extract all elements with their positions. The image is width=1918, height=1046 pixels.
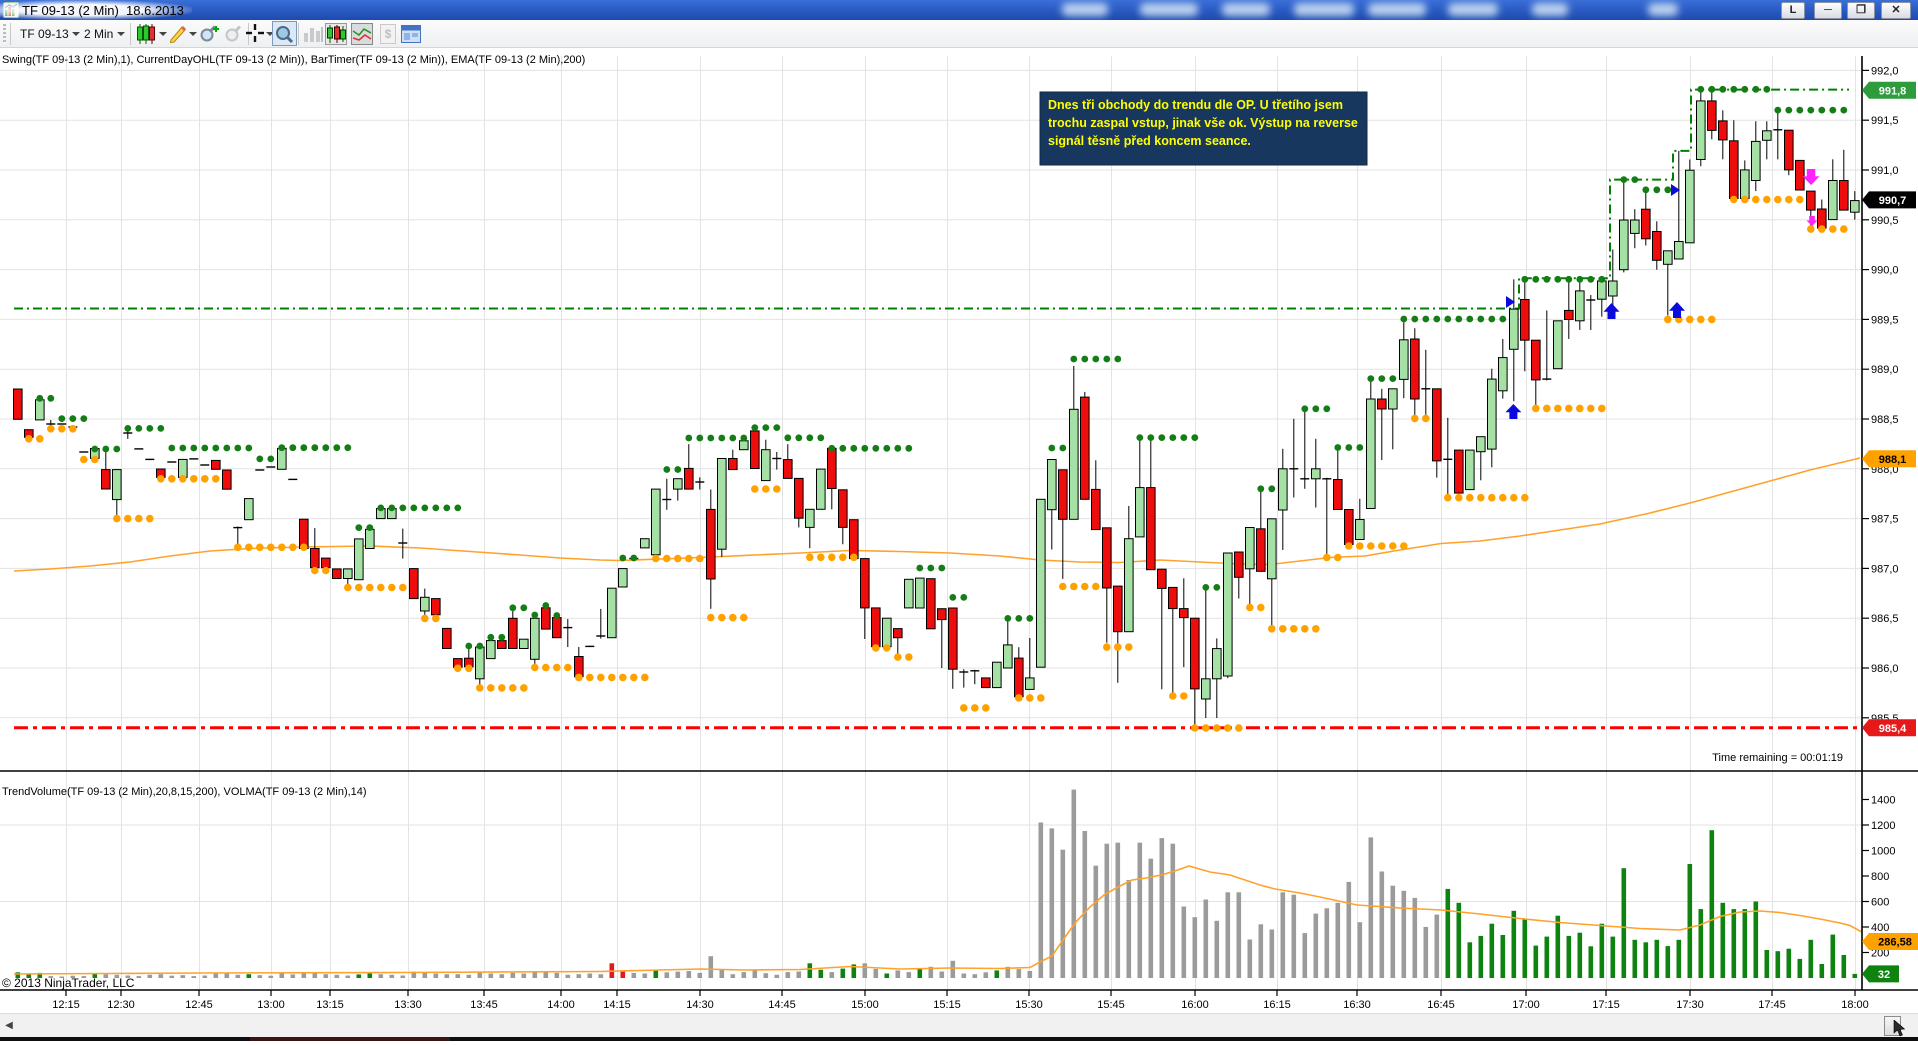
svg-text:15:15: 15:15	[933, 999, 961, 1011]
svg-text:© 2013 NinjaTrader, LLC: © 2013 NinjaTrader, LLC	[2, 976, 135, 990]
svg-text:13:00: 13:00	[257, 999, 285, 1011]
svg-text:17:00: 17:00	[1512, 999, 1540, 1011]
svg-text:TrendVolume(TF 09-13 (2 Min),2: TrendVolume(TF 09-13 (2 Min),20,8,15,200…	[2, 786, 367, 798]
svg-text:13:30: 13:30	[394, 999, 422, 1011]
svg-text:990,5: 990,5	[1871, 215, 1899, 227]
svg-text:990,0: 990,0	[1871, 265, 1899, 277]
svg-text:1000: 1000	[1871, 846, 1895, 858]
svg-text:Swing(TF 09-13 (2 Min),1), Cur: Swing(TF 09-13 (2 Min),1), CurrentDayOHL…	[2, 54, 585, 66]
svg-text:16:45: 16:45	[1427, 999, 1455, 1011]
svg-text:988,5: 988,5	[1871, 414, 1899, 426]
svg-text:14:15: 14:15	[603, 999, 631, 1011]
svg-text:286,58: 286,58	[1878, 937, 1912, 949]
svg-text:15:00: 15:00	[851, 999, 879, 1011]
svg-text:16:30: 16:30	[1343, 999, 1371, 1011]
svg-text:32: 32	[1878, 969, 1890, 981]
svg-text:18:00: 18:00	[1841, 999, 1869, 1011]
svg-text:trochu zaspal vstup, jinak vše: trochu zaspal vstup, jinak vše ok. Výstu…	[1048, 116, 1358, 130]
svg-text:988,1: 988,1	[1879, 454, 1907, 466]
svg-text:987,0: 987,0	[1871, 563, 1899, 575]
svg-text:990,7: 990,7	[1879, 195, 1907, 207]
svg-text:600: 600	[1871, 897, 1889, 909]
svg-text:13:15: 13:15	[316, 999, 344, 1011]
svg-text:14:30: 14:30	[686, 999, 714, 1011]
svg-text:991,0: 991,0	[1871, 165, 1899, 177]
svg-text:Dnes tři obchody do trendu dle: Dnes tři obchody do trendu dle OP. U tře…	[1048, 98, 1343, 112]
svg-text:15:45: 15:45	[1097, 999, 1125, 1011]
svg-text:14:45: 14:45	[768, 999, 796, 1011]
svg-text:991,5: 991,5	[1871, 115, 1899, 127]
svg-text:13:45: 13:45	[470, 999, 498, 1011]
svg-text:$: $	[385, 27, 392, 41]
svg-text:16:15: 16:15	[1263, 999, 1291, 1011]
svg-text:17:15: 17:15	[1592, 999, 1620, 1011]
svg-text:17:30: 17:30	[1676, 999, 1704, 1011]
svg-text:986,0: 986,0	[1871, 663, 1899, 675]
svg-text:15:30: 15:30	[1015, 999, 1043, 1011]
svg-text:986,5: 986,5	[1871, 613, 1899, 625]
svg-text:12:45: 12:45	[185, 999, 213, 1011]
svg-text:200: 200	[1871, 948, 1889, 960]
svg-text:400: 400	[1871, 922, 1889, 934]
svg-text:989,5: 989,5	[1871, 314, 1899, 326]
svg-text:signál těsně před koncem seanc: signál těsně před koncem seance.	[1048, 134, 1251, 148]
svg-text:16:00: 16:00	[1181, 999, 1209, 1011]
svg-text:987,5: 987,5	[1871, 514, 1899, 526]
svg-text:17:45: 17:45	[1758, 999, 1786, 1011]
svg-text:991,8: 991,8	[1879, 85, 1907, 97]
svg-text:14:00: 14:00	[547, 999, 575, 1011]
svg-text:1200: 1200	[1871, 820, 1895, 832]
svg-text:800: 800	[1871, 871, 1889, 883]
svg-text:985,4: 985,4	[1879, 723, 1907, 735]
svg-text:989,0: 989,0	[1871, 364, 1899, 376]
svg-text:992,0: 992,0	[1871, 65, 1899, 77]
svg-text:1400: 1400	[1871, 795, 1895, 807]
svg-text:12:15: 12:15	[52, 999, 80, 1011]
svg-text:Time remaining = 00:01:19: Time remaining = 00:01:19	[1712, 752, 1843, 764]
svg-text:12:30: 12:30	[107, 999, 135, 1011]
